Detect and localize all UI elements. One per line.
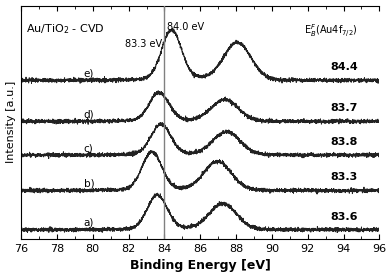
Text: c): c) <box>84 143 94 153</box>
X-axis label: Binding Energy [eV]: Binding Energy [eV] <box>130 259 271 272</box>
Text: d): d) <box>84 110 94 120</box>
Text: 83.8: 83.8 <box>330 137 358 147</box>
Text: 83.3 eV: 83.3 eV <box>125 39 162 49</box>
Text: a): a) <box>84 218 94 228</box>
Text: E$_B^F$(Au4f$_{7/2}$): E$_B^F$(Au4f$_{7/2}$) <box>304 22 358 39</box>
Text: b): b) <box>84 178 94 188</box>
Text: 84.0 eV: 84.0 eV <box>167 22 204 32</box>
Text: 83.7: 83.7 <box>330 103 358 113</box>
Text: Au/TiO$_2$ - CVD: Au/TiO$_2$ - CVD <box>27 22 105 36</box>
Y-axis label: Intensity [a.u.]: Intensity [a.u.] <box>5 81 16 163</box>
Text: e): e) <box>84 68 94 78</box>
Text: 83.3: 83.3 <box>330 172 358 182</box>
Text: 83.6: 83.6 <box>330 212 358 222</box>
Text: 84.4: 84.4 <box>330 62 358 72</box>
